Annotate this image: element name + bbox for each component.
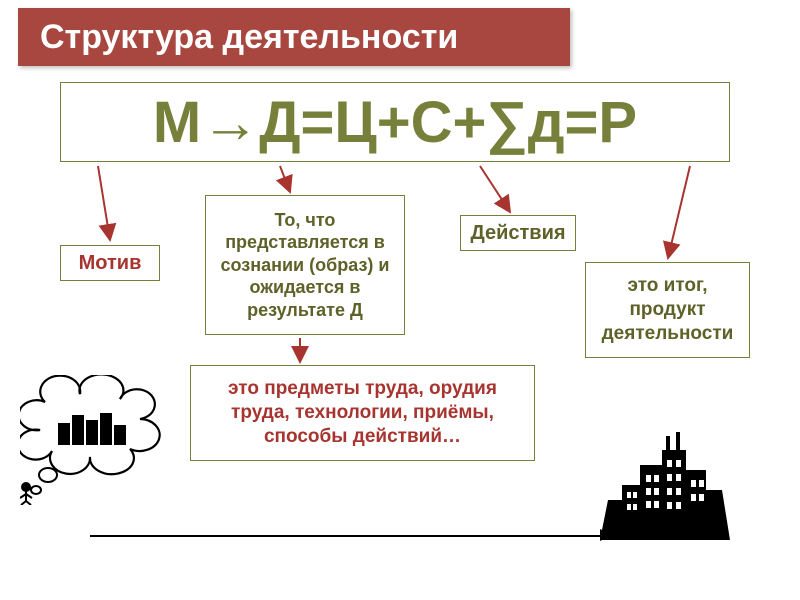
ground-line — [90, 535, 600, 537]
thought-bubble-illustration-icon — [20, 375, 170, 505]
ground-arrow-icon — [600, 529, 612, 541]
buildings-illustration-icon — [600, 430, 730, 550]
